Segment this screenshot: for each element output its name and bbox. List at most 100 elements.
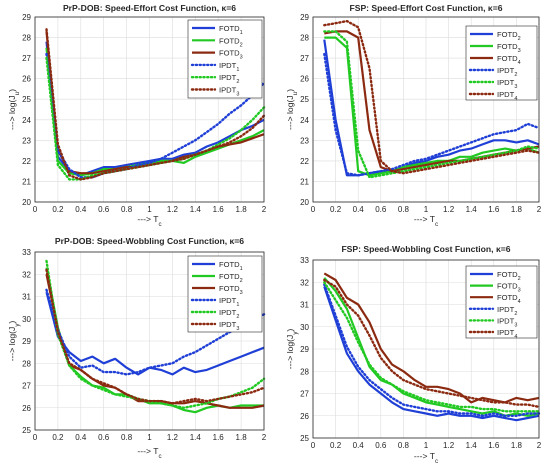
x-tick-label: 1.4 (190, 433, 202, 442)
x-tick-label: 0.6 (98, 205, 110, 214)
series-line-fotd-3 (324, 36, 540, 177)
legend-label: FOTD3 (219, 49, 243, 61)
x-tick-label: 2 (537, 441, 542, 450)
y-tick-label: 24 (300, 116, 309, 125)
legend-label: FOTD3 (497, 282, 521, 294)
legend-box (187, 255, 263, 333)
legend-box (465, 265, 538, 339)
x-tick-label: 1.8 (511, 441, 523, 450)
legend-label: FOTD3 (219, 284, 243, 296)
x-tick-label: 0.2 (330, 441, 342, 450)
x-tick-label: 0 (33, 205, 38, 214)
x-tick-label: 2 (262, 433, 267, 442)
y-tick-label: 25 (300, 434, 309, 443)
x-tick-label: 1.2 (443, 441, 455, 450)
y-axis-label: ---> log(Ju) (285, 89, 299, 130)
legend-label: IPDT2 (219, 73, 239, 85)
y-tick-label: 22 (300, 157, 309, 166)
series-line-ipdt-3 (45, 28, 266, 181)
y-tick-label: 21 (300, 177, 309, 186)
x-tick-label: 0.8 (398, 205, 410, 214)
y-tick-label: 23 (22, 136, 31, 145)
y-tick-label: 29 (22, 13, 31, 22)
legend-label: IPDT4 (497, 328, 517, 340)
chart-panel-4: 0 0.2 0.4 0.6 0.8 1 1.2 1.4 1.6 1.8 2 25 26 27 28 29 30 3… (285, 244, 542, 465)
series-line-ipdt-3 (323, 30, 541, 179)
legend-label: FOTD1 (219, 260, 243, 272)
y-tick-label: 29 (22, 337, 31, 346)
x-tick-label: 1.2 (167, 433, 179, 442)
series-line-ipdt-2 (323, 52, 541, 177)
y-tick-label: 29 (300, 13, 309, 22)
series-line-ipdt-1 (45, 52, 266, 179)
legend-label: IPDT3 (497, 78, 517, 90)
axes-box (312, 259, 540, 439)
series-line-ipdt-1 (45, 288, 266, 376)
y-tick-label: 33 (300, 256, 309, 265)
series-line-fotd-1 (45, 291, 265, 376)
legend-label: FOTD4 (497, 293, 521, 305)
legend-label: FOTD4 (497, 54, 521, 66)
y-tick-label: 26 (300, 75, 309, 84)
y-tick-label: 32 (300, 278, 309, 287)
y-tick-label: 25 (22, 95, 31, 104)
x-tick-label: 0.8 (121, 433, 133, 442)
legend-label: IPDT3 (219, 320, 239, 332)
legend-label: IPDT4 (497, 90, 517, 102)
y-tick-label: 28 (22, 359, 31, 368)
x-tick-label: 1.4 (190, 205, 202, 214)
legend-label: FOTD2 (497, 30, 521, 42)
y-tick-label: 23 (300, 136, 309, 145)
y-tick-label: 25 (300, 95, 309, 104)
chart-title: PrP-DOB: Speed-Wobbling Cost Function, κ… (55, 236, 244, 246)
legend-label: IPDT2 (497, 305, 517, 317)
x-axis-label: ---> Tc (414, 214, 438, 228)
legend-label: IPDT1 (219, 296, 239, 308)
y-tick-label: 27 (22, 54, 31, 63)
axes-box (312, 16, 540, 203)
legend-label: FOTD2 (219, 36, 243, 48)
x-tick-label: 1 (147, 205, 152, 214)
x-tick-label: 1.2 (443, 205, 455, 214)
chart-title: FSP: Speed-Wobbling Cost Function, κ=6 (341, 244, 510, 254)
x-tick-label: 1 (147, 433, 152, 442)
legend-label: FOTD3 (497, 42, 521, 54)
x-tick-label: 0.2 (330, 205, 342, 214)
x-tick-label: 0.2 (52, 205, 64, 214)
x-tick-label: 1.8 (236, 433, 248, 442)
x-tick-label: 0.6 (375, 205, 387, 214)
y-tick-label: 27 (22, 382, 31, 391)
x-tick-label: 0.4 (353, 441, 365, 450)
chart-panel-2: 0 0.2 0.4 0.6 0.8 1 1.2 1.4 1.6 1.8 2 20 21 22 23 24 25 2… (285, 3, 542, 228)
y-tick-label: 31 (22, 293, 31, 302)
x-axis-label: ---> Tc (137, 446, 161, 460)
y-tick-label: 27 (300, 390, 309, 399)
x-tick-label: 1 (424, 205, 429, 214)
y-tick-label: 28 (300, 367, 309, 376)
axes-box (34, 16, 265, 203)
legend-label: IPDT3 (497, 316, 517, 328)
y-tick-label: 25 (22, 426, 31, 435)
legend-label: IPDT1 (219, 61, 239, 73)
series-line-ipdt-4 (323, 19, 541, 175)
x-tick-label: 1.6 (213, 433, 225, 442)
series-line-ipdt-3 (323, 281, 541, 413)
legend-box (187, 19, 263, 99)
y-axis-label: ---> log(Jy) (7, 321, 21, 362)
legend-label: IPDT2 (219, 308, 239, 320)
y-tick-label: 20 (300, 198, 309, 207)
chart-panel-1: 0 0.2 0.4 0.6 0.8 1 1.2 1.4 1.6 1.8 2 20 21 22 23 24 25 2… (7, 3, 267, 228)
x-tick-label: 0 (311, 441, 316, 450)
x-tick-label: 0.8 (398, 441, 410, 450)
x-tick-label: 2 (537, 205, 542, 214)
x-tick-label: 0.8 (121, 205, 133, 214)
series-line-fotd-2 (323, 286, 540, 422)
legend-label: IPDT2 (497, 66, 517, 78)
y-tick-label: 33 (22, 248, 31, 257)
x-tick-label: 1.4 (466, 205, 478, 214)
series-line-ipdt-4 (323, 278, 541, 409)
y-tick-label: 26 (300, 412, 309, 421)
